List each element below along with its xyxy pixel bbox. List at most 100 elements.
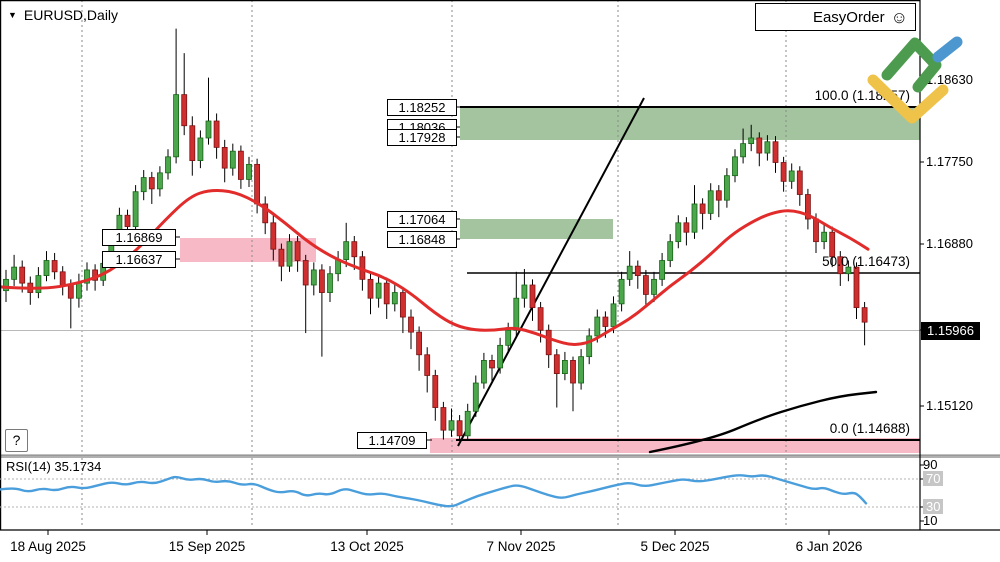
bearish-candle (805, 194, 811, 220)
bullish-candle (505, 329, 512, 346)
supply-zone-top-green (460, 108, 920, 140)
bearish-candle (634, 265, 641, 276)
bullish-candle (464, 410, 471, 437)
bullish-candle (327, 273, 333, 293)
bullish-candle (707, 190, 714, 214)
bullish-candle (472, 382, 479, 412)
bullish-candle (821, 231, 827, 243)
bearish-candle (456, 420, 463, 437)
bullish-candle (659, 260, 665, 280)
bearish-candle (221, 147, 228, 169)
bullish-candle (691, 203, 698, 233)
bearish-candle (408, 316, 414, 333)
bullish-candle (578, 356, 584, 384)
price-label-box: 1.18252 (387, 99, 457, 116)
bullish-candle (740, 143, 746, 158)
chevron-down-icon[interactable]: ▼ (8, 9, 17, 20)
bearish-candle (683, 222, 690, 233)
bearish-candle (278, 248, 285, 267)
bullish-candle (594, 316, 601, 337)
easyorder-panel[interactable]: EasyOrder ☺ (755, 3, 916, 31)
price-axis-label: 1.15120 (926, 398, 973, 413)
time-axis-label[interactable]: 5 Dec 2025 (640, 539, 710, 554)
bullish-candle (521, 284, 528, 299)
price-label-box: 1.17064 (387, 211, 457, 228)
bearish-candle (148, 177, 155, 190)
fibonacci-label: 50.0 (1.16473) (822, 254, 910, 269)
time-axis-label[interactable]: 6 Jan 2026 (795, 539, 863, 554)
bearish-candle (861, 307, 868, 323)
bearish-candle (440, 407, 447, 431)
bearish-candle (489, 360, 495, 369)
bullish-candle (229, 150, 236, 169)
help-button[interactable]: ? (5, 429, 28, 452)
bullish-candle (610, 303, 617, 327)
bearish-candle (124, 214, 131, 227)
bearish-candle (399, 292, 406, 318)
bearish-candle (780, 162, 787, 182)
bullish-candle (84, 269, 90, 284)
bullish-candle (651, 278, 657, 295)
bullish-candle (11, 266, 18, 280)
bullish-candle (197, 137, 204, 161)
bearish-candle (318, 269, 325, 293)
price-label-box: 1.17928 (387, 129, 457, 146)
bearish-candle (19, 266, 26, 284)
logo-yellow-check (867, 74, 949, 124)
price-label-box: 1.16637 (102, 251, 176, 268)
time-axis-label[interactable]: 13 Oct 2025 (330, 539, 404, 554)
price-axis-label: 1.17750 (926, 154, 973, 169)
bearish-candle (213, 120, 220, 148)
bullish-candle (343, 241, 350, 260)
bullish-candle (205, 120, 212, 139)
price-label-box: 1.14709 (357, 432, 427, 449)
logo-blue-stroke (932, 36, 963, 63)
symbol-title: ▼ EURUSD,Daily (8, 7, 118, 23)
bullish-candle (667, 241, 674, 261)
bullish-candle (375, 282, 382, 299)
rsi-axis-label: 90 (923, 457, 938, 472)
bullish-candle (173, 94, 180, 158)
bullish-candle (497, 344, 504, 369)
bullish-candle (788, 170, 795, 182)
bullish-candle (480, 360, 487, 384)
bullish-candle (132, 191, 139, 227)
bullish-candle (391, 292, 398, 305)
time-axis-label[interactable]: 15 Sep 2025 (168, 539, 246, 554)
bearish-candle (602, 316, 609, 327)
bearish-candle (837, 256, 844, 275)
rsi-axis-label: 10 (923, 513, 938, 528)
bearish-candle (351, 241, 358, 258)
bearish-candle (853, 266, 860, 309)
easyorder-label: EasyOrder (812, 8, 885, 26)
bullish-candle (156, 172, 163, 190)
bearish-candle (189, 125, 196, 161)
supply-zone-left-pink (180, 238, 316, 262)
bearish-candle (237, 150, 244, 180)
price-axis-label: 1.18630 (926, 72, 973, 87)
bullish-candle (513, 297, 520, 331)
bearish-candle (529, 284, 536, 309)
bearish-candle (699, 203, 706, 214)
bullish-candle (724, 175, 730, 201)
moving-average-line (0, 189, 870, 346)
bearish-candle (51, 260, 58, 273)
bullish-candle (732, 156, 738, 177)
price-label-box: 1.16869 (102, 229, 176, 246)
time-axis-label[interactable]: 7 Nov 2025 (486, 539, 556, 554)
bearish-candle (181, 94, 188, 127)
bearish-candle (537, 307, 544, 331)
bullish-candle (43, 260, 50, 276)
price-label-box: 1.16848 (387, 231, 457, 248)
bearish-candle (829, 231, 836, 258)
bearish-candle (424, 354, 431, 376)
bearish-candle (772, 141, 779, 163)
bearish-candle (367, 278, 374, 299)
time-axis-label[interactable]: 18 Aug 2025 (10, 539, 86, 554)
bullish-candle (626, 265, 633, 280)
fibonacci-label: 0.0 (1.14688) (829, 421, 910, 436)
rsi-line (0, 474, 868, 508)
smiley-icon[interactable]: ☺ (890, 7, 908, 27)
